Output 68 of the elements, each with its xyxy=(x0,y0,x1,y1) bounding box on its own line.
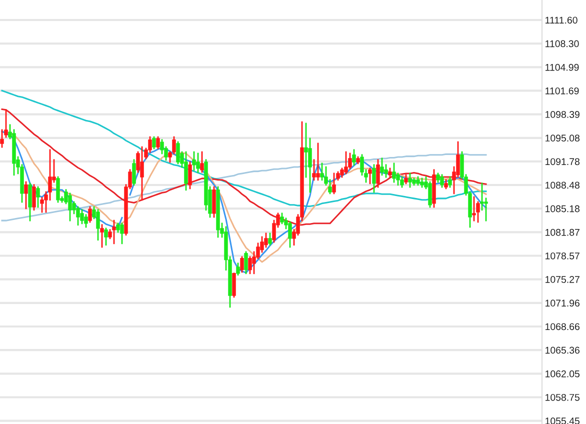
candlestick xyxy=(104,228,108,246)
candlestick xyxy=(36,186,40,208)
candlestick xyxy=(120,222,124,244)
candlestick xyxy=(80,209,84,224)
candlestick xyxy=(484,198,488,222)
y-tick-label: 1095.08 xyxy=(546,134,580,142)
candlestick xyxy=(400,176,404,188)
y-tick-label: 1058.75 xyxy=(546,394,580,401)
y-tick-label: 1078.57 xyxy=(546,252,580,260)
candlestick xyxy=(140,146,144,201)
candlestick xyxy=(96,209,100,241)
y-tick-label: 1065.36 xyxy=(546,346,580,354)
candlestick xyxy=(156,136,160,150)
y-tick-label: 1088.48 xyxy=(546,182,580,189)
candlestick xyxy=(232,272,236,298)
candlestick xyxy=(244,251,248,274)
candlestick xyxy=(112,220,116,244)
y-tick-label: 1085.18 xyxy=(546,205,580,212)
candlestick xyxy=(28,182,32,222)
candlestick xyxy=(316,142,320,181)
candlestick xyxy=(192,151,196,171)
candlestick xyxy=(368,168,372,184)
candlestick xyxy=(332,172,336,194)
y-tick-label: 1104.99 xyxy=(546,64,579,71)
candlestick xyxy=(196,152,200,173)
candlestick xyxy=(376,159,380,188)
y-tick-label: 1062.05 xyxy=(546,370,580,378)
candlestick xyxy=(188,161,192,190)
line-series xyxy=(1,90,487,208)
candlestick xyxy=(236,262,240,276)
candlestick xyxy=(184,151,188,191)
candlestick xyxy=(100,224,104,248)
y-tick-label: 1101.69 xyxy=(546,87,579,94)
y-tick-label: 1071.96 xyxy=(546,300,580,307)
candlestick xyxy=(176,141,180,164)
candlestick xyxy=(132,159,136,186)
candlestick xyxy=(448,176,452,188)
candlestick xyxy=(352,149,356,166)
candlestick xyxy=(480,182,484,211)
candlestick xyxy=(440,174,444,188)
y-tick-label: 1111.60 xyxy=(546,16,578,24)
candlestick xyxy=(200,151,204,173)
y-tick-label: 1055.45 xyxy=(546,418,580,424)
candlestick xyxy=(68,192,72,222)
y-tick-label: 1075.27 xyxy=(546,276,580,283)
candlestick xyxy=(472,196,476,222)
candlestick xyxy=(328,179,332,194)
candlestick xyxy=(24,181,28,210)
y-tick-label: 1068.66 xyxy=(546,323,580,330)
candlestick xyxy=(152,136,156,150)
y-tick-label: 1091.78 xyxy=(546,158,580,166)
candlestick xyxy=(344,151,348,174)
candlestick xyxy=(408,172,412,188)
candlestick xyxy=(392,162,396,183)
y-tick-label: 1098.39 xyxy=(546,111,580,118)
candlestick xyxy=(268,232,272,246)
candlestick xyxy=(372,164,376,193)
candlestick xyxy=(312,159,316,181)
candlestick xyxy=(380,158,384,176)
candlestick xyxy=(88,206,92,223)
candlestick xyxy=(56,176,60,203)
candlestick xyxy=(212,186,216,218)
candlestick xyxy=(240,256,244,273)
candlestick xyxy=(32,184,36,211)
candlestick xyxy=(288,221,292,248)
y-tick-label: 1081.87 xyxy=(546,228,580,236)
candlestick xyxy=(0,129,4,148)
y-tick-label: 1108.30 xyxy=(546,40,579,48)
